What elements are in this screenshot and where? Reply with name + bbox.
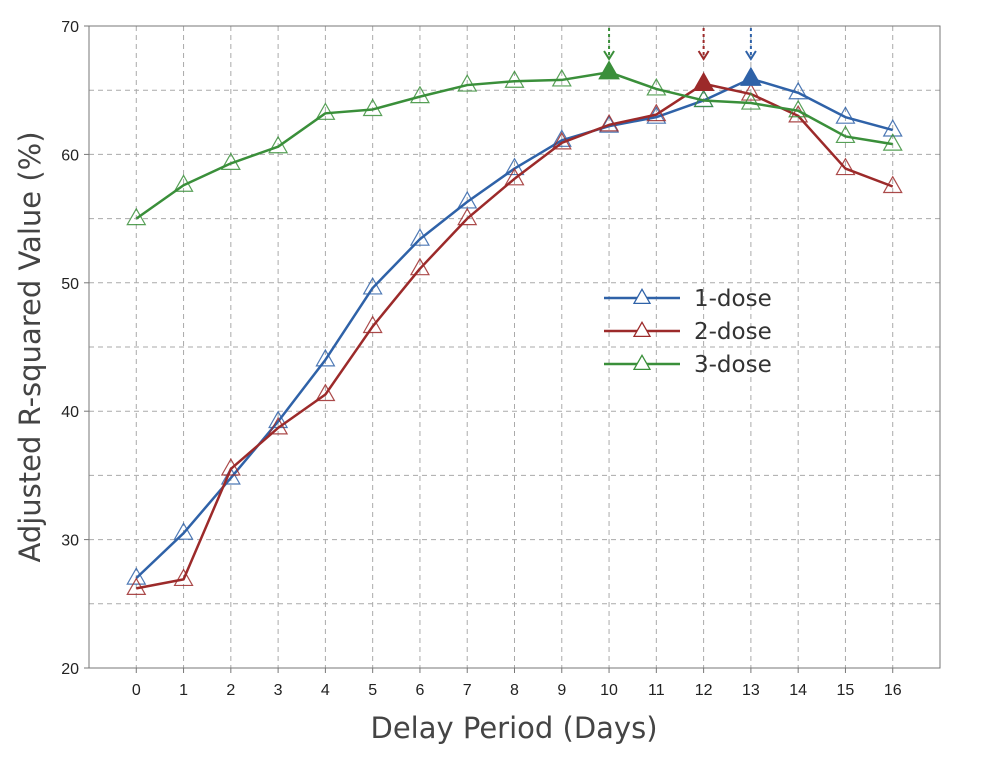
data-point xyxy=(220,152,241,171)
legend-item-3-dose: 3-dose xyxy=(604,352,772,378)
y-tick-label: 60 xyxy=(61,147,79,164)
data-point xyxy=(409,228,430,246)
data-point xyxy=(504,167,525,186)
legend-label: 2-dose xyxy=(694,319,772,345)
peak-arrow-head xyxy=(697,50,710,61)
legend-label: 1-dose xyxy=(694,286,772,312)
series-line xyxy=(136,82,894,590)
series-line xyxy=(135,70,893,220)
data-point xyxy=(882,118,903,137)
data-point xyxy=(362,315,383,334)
x-axis-title: Delay Period (Days) xyxy=(370,711,657,745)
y-tick-label: 20 xyxy=(61,661,79,678)
series-3-dose xyxy=(126,68,903,226)
data-point xyxy=(220,466,241,485)
data-point xyxy=(788,99,809,118)
data-point xyxy=(315,348,336,367)
data-point xyxy=(173,568,194,587)
data-point xyxy=(504,70,525,88)
data-point xyxy=(882,175,903,194)
legend-triangle-icon xyxy=(632,320,652,337)
data-point xyxy=(835,157,856,176)
x-tick-label: 9 xyxy=(557,682,566,699)
x-tick-label: 15 xyxy=(837,682,855,699)
y-axis-title: Adjusted R-squared Value (%) xyxy=(13,131,47,562)
x-tick-label: 1 xyxy=(179,682,188,699)
data-point xyxy=(362,276,383,295)
data-point xyxy=(268,416,289,435)
data-point xyxy=(268,135,289,154)
data-point xyxy=(599,113,620,132)
data-point xyxy=(504,157,525,176)
x-tick-label: 14 xyxy=(789,682,807,699)
data-point xyxy=(126,567,147,585)
x-tick-label: 13 xyxy=(742,682,760,699)
data-point xyxy=(126,207,147,226)
grid xyxy=(89,26,940,668)
series-2-dose xyxy=(126,82,903,596)
y-tick-label: 70 xyxy=(61,19,79,36)
data-point xyxy=(835,106,856,124)
data-point xyxy=(740,92,761,110)
legend-item-2-dose: 2-dose xyxy=(604,319,772,345)
legend-triangle-icon xyxy=(632,287,652,304)
data-point xyxy=(409,257,430,276)
data-point xyxy=(646,77,667,96)
data-point xyxy=(646,103,667,122)
data-point xyxy=(126,577,147,596)
data-point xyxy=(788,81,809,100)
peak-point xyxy=(740,66,762,86)
peak-point xyxy=(692,71,715,91)
legend: 1-dose 2-dose 3-dose xyxy=(604,286,772,378)
data-point xyxy=(693,89,714,108)
data-point xyxy=(551,129,572,147)
data-point xyxy=(551,131,572,150)
x-tick-label: 5 xyxy=(368,682,377,699)
y-tick-label: 30 xyxy=(61,533,79,550)
peak-markers xyxy=(598,28,762,91)
x-tick-label: 8 xyxy=(510,682,519,699)
x-tick-label: 10 xyxy=(600,682,618,699)
data-point xyxy=(551,68,572,87)
peak-point xyxy=(598,60,620,80)
y-tick-label: 40 xyxy=(61,404,79,421)
x-tick-label: 6 xyxy=(415,682,424,699)
data-point xyxy=(315,383,336,402)
data-point xyxy=(362,98,383,117)
x-tick-label: 3 xyxy=(274,682,283,699)
x-tick-label: 2 xyxy=(226,682,235,699)
data-point xyxy=(220,457,241,476)
data-point xyxy=(315,102,336,120)
data-point xyxy=(173,522,194,540)
x-tick-label: 7 xyxy=(463,682,472,699)
x-tick-label: 11 xyxy=(648,682,665,699)
data-point xyxy=(882,133,903,151)
data-point xyxy=(173,174,194,192)
legend-item-1-dose: 1-dose xyxy=(604,286,772,312)
x-tick-label: 4 xyxy=(321,682,330,699)
data-point xyxy=(740,83,761,101)
y-tick-label: 50 xyxy=(61,276,79,293)
series xyxy=(126,68,903,596)
peak-arrow-head xyxy=(745,50,757,61)
legend-label: 3-dose xyxy=(694,352,772,378)
x-tick-label: 0 xyxy=(132,682,141,699)
x-tick-label: 12 xyxy=(695,682,713,699)
data-point xyxy=(457,74,478,92)
data-point xyxy=(457,207,478,226)
data-point xyxy=(835,125,856,144)
legend-triangle-icon xyxy=(632,353,652,370)
x-tick-label: 16 xyxy=(884,682,902,699)
data-point xyxy=(409,85,430,104)
peak-arrow-head xyxy=(603,50,615,61)
